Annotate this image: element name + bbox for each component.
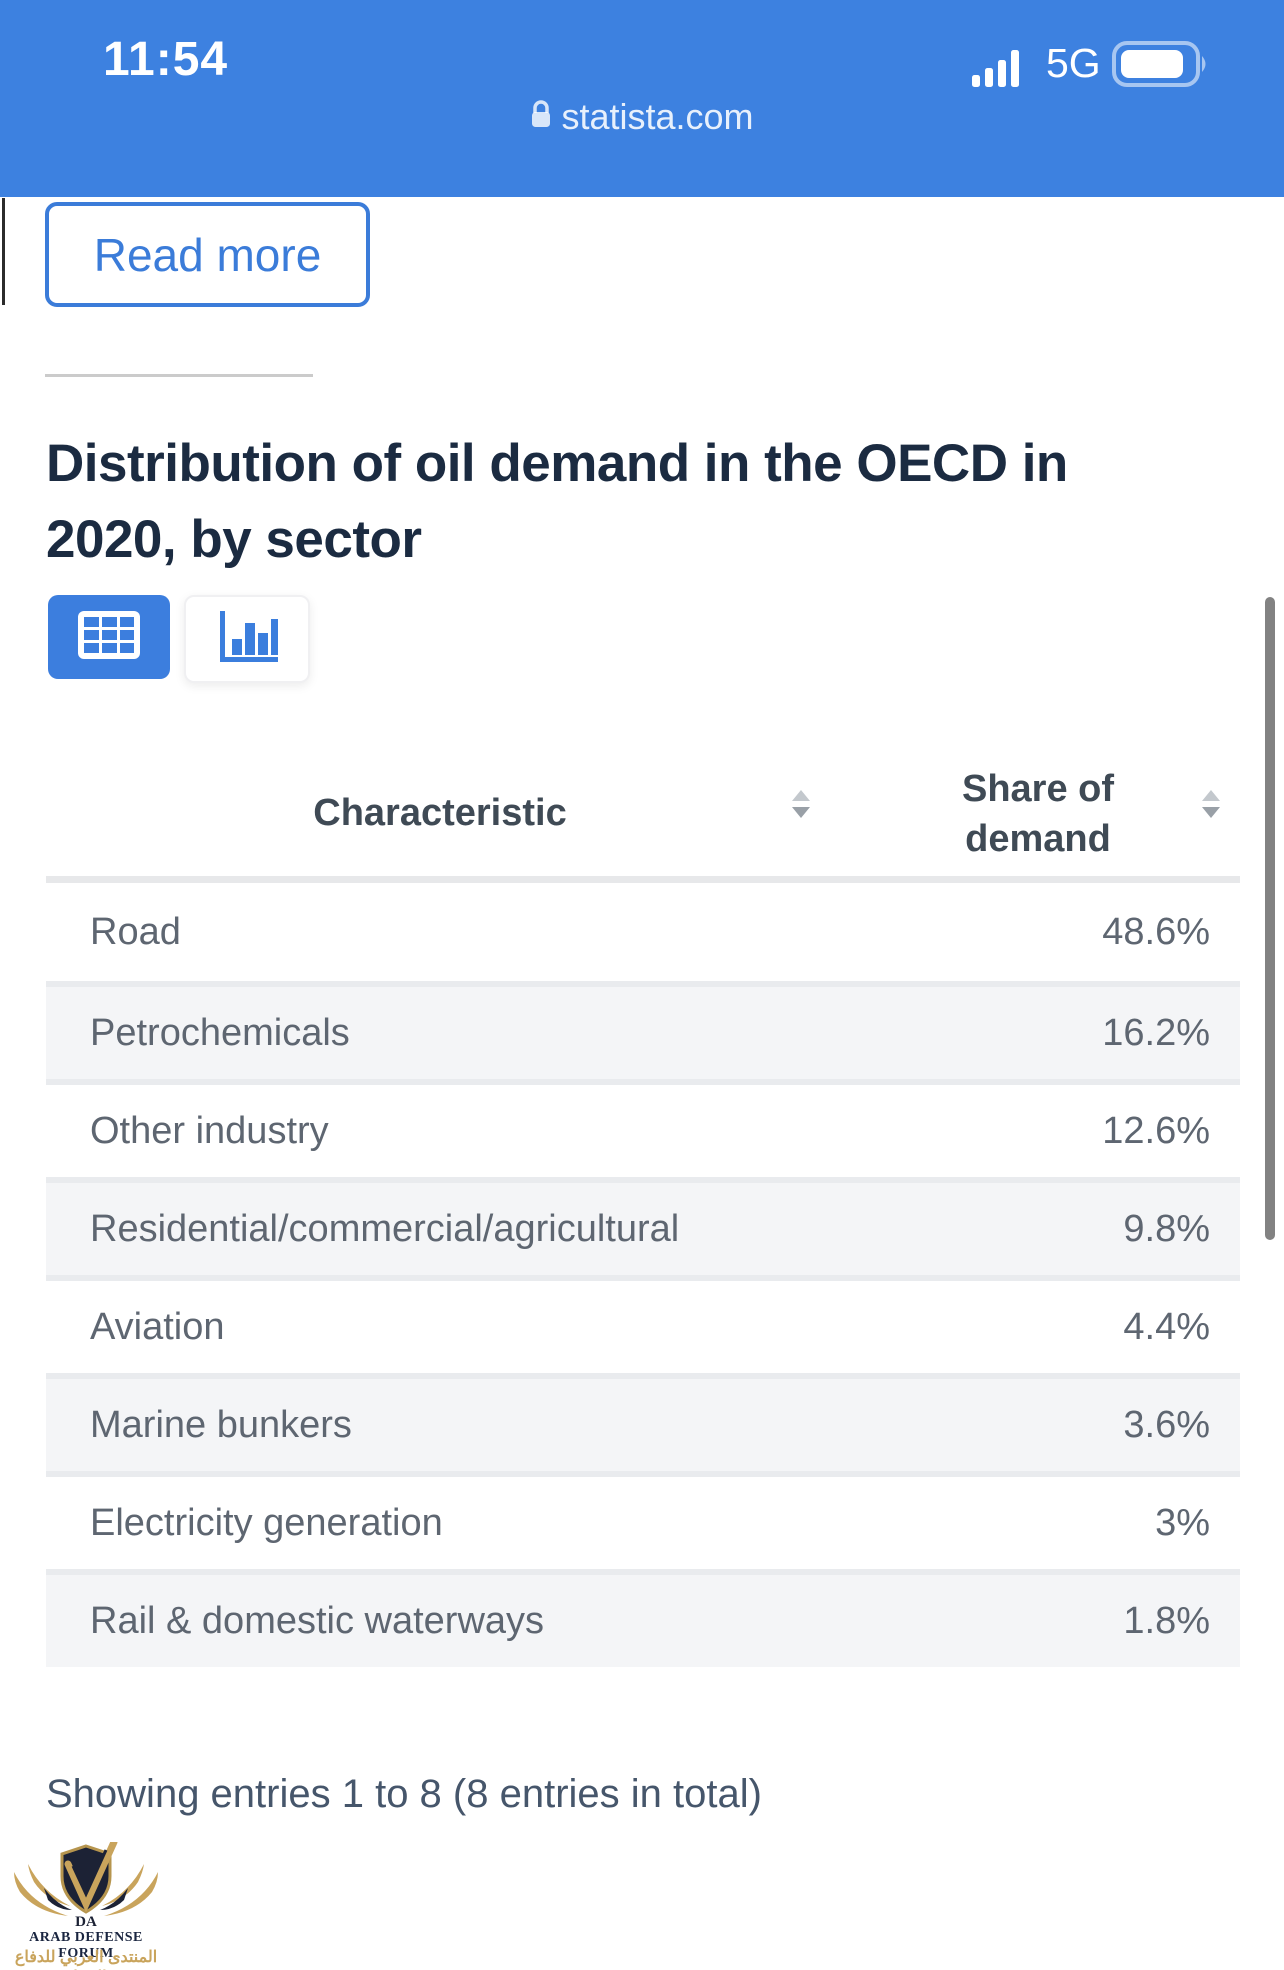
chart-view-button[interactable]: [184, 595, 310, 683]
characteristic-cell: Other industry: [90, 1109, 329, 1152]
table-row: Aviation 4.4%: [46, 1275, 1240, 1373]
entries-summary: Showing entries 1 to 8 (8 entries in tot…: [46, 1772, 762, 1816]
share-cell: 9.8%: [1123, 1207, 1210, 1250]
read-more-button[interactable]: Read more: [45, 202, 370, 307]
characteristic-cell: Aviation: [90, 1305, 225, 1348]
column-header-share-of-demand[interactable]: Share of demand: [961, 768, 1115, 860]
signal-strength-icon: [972, 50, 1020, 92]
battery-icon: [1112, 40, 1212, 93]
share-cell: 12.6%: [1102, 1109, 1210, 1152]
table-row: Rail & domestic waterways 1.8%: [46, 1569, 1240, 1667]
characteristic-cell: Petrochemicals: [90, 1011, 350, 1054]
table-icon: [78, 610, 140, 664]
clock: 11:54: [103, 33, 229, 86]
lock-icon: [530, 99, 552, 135]
sort-icon: [792, 790, 810, 818]
characteristic-cell: Marine bunkers: [90, 1403, 352, 1446]
table-header-divider: [46, 876, 1240, 883]
characteristic-cell: Electricity generation: [90, 1501, 443, 1544]
arab-defense-forum-watermark: DA ARAB DEFENSE FORUM المنتدى العربي للد…: [4, 1842, 168, 1970]
characteristic-cell: Residential/commercial/agricultural: [90, 1207, 680, 1250]
svg-text:DA: DA: [75, 1914, 97, 1930]
table-row: Petrochemicals 16.2%: [46, 981, 1240, 1079]
view-toggle: [48, 595, 310, 683]
table-row: Electricity generation 3%: [46, 1471, 1240, 1569]
forum-name-en: ARAB DEFENSE FORUM: [29, 1930, 143, 1961]
share-cell: 4.4%: [1123, 1305, 1210, 1348]
page-title-line-1: Distribution of oil demand in the OECD i…: [46, 434, 1068, 493]
forum-name-ar: المنتدى العربي للدفاع والتسليح: [14, 1949, 158, 1970]
characteristic-cell: Rail & domestic waterways: [90, 1599, 545, 1642]
table-row: Road 48.6%: [46, 883, 1240, 981]
page-title-line-2: 2020, by sector: [46, 510, 422, 569]
url-label: statista.com: [561, 96, 754, 137]
data-table: Road 48.6% Petrochemicals 16.2% Other in…: [46, 883, 1240, 1667]
bar-chart-icon: [214, 609, 280, 670]
share-cell: 3%: [1155, 1501, 1210, 1544]
share-cell: 1.8%: [1123, 1599, 1210, 1642]
sort-icon: [1202, 790, 1220, 818]
share-cell: 3.6%: [1123, 1403, 1210, 1446]
share-cell: 48.6%: [1102, 910, 1210, 953]
page-edge-artifact: [2, 198, 5, 305]
page-title: Distribution of oil demand in the OECD i…: [46, 426, 1226, 578]
table-row: Marine bunkers 3.6%: [46, 1373, 1240, 1471]
share-cell: 16.2%: [1102, 1011, 1210, 1054]
network-type-label: 5G: [1046, 40, 1101, 86]
column-header-characteristic[interactable]: Characteristic: [313, 792, 567, 834]
characteristic-cell: Road: [90, 910, 181, 953]
table-row: Other industry 12.6%: [46, 1079, 1240, 1177]
status-bar: 11:54 5G statista.: [0, 0, 1284, 197]
address-bar[interactable]: statista.com: [0, 96, 1284, 138]
table-row: Residential/commercial/agricultural 9.8%: [46, 1177, 1240, 1275]
table-view-button[interactable]: [48, 595, 170, 679]
forum-emblem-icon: DA: [14, 1842, 158, 1930]
scrollbar-thumb[interactable]: [1265, 597, 1275, 1240]
section-divider: [45, 374, 313, 377]
